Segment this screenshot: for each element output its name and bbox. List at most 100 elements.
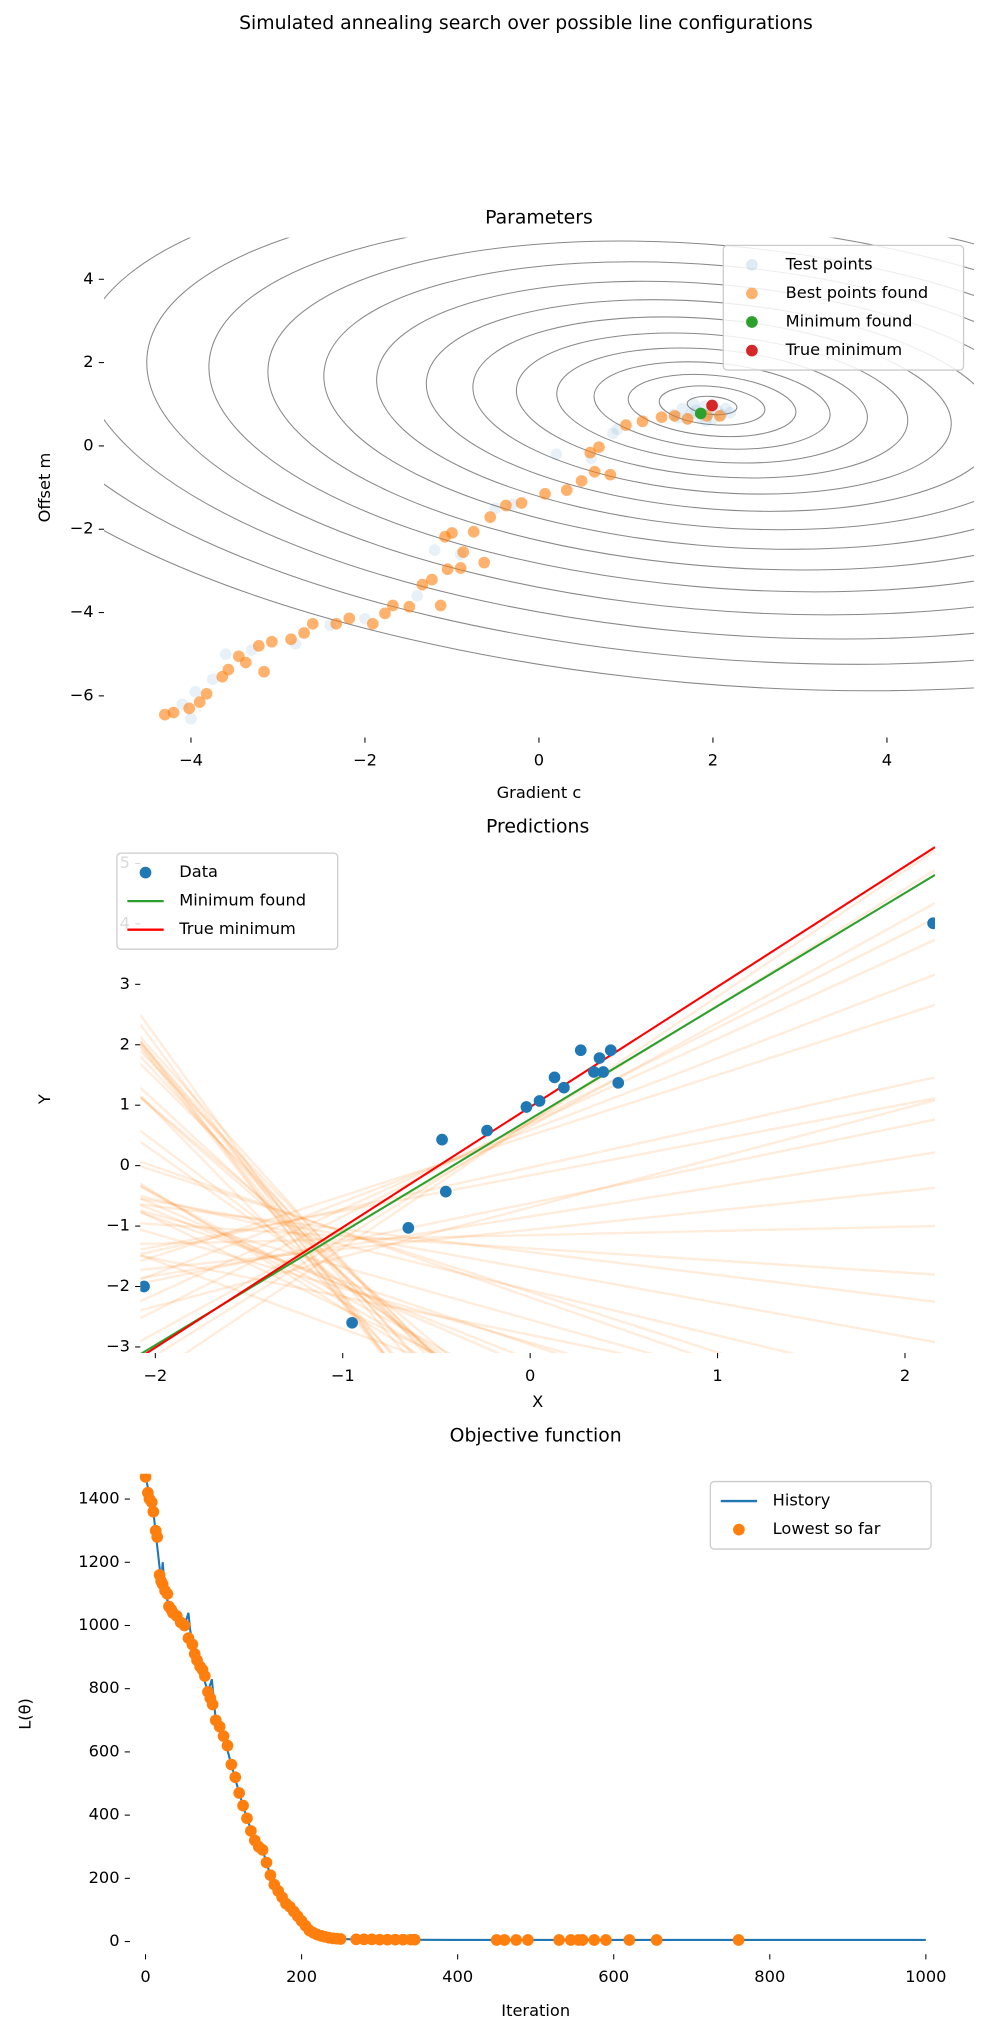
- candidate-line: [140, 1253, 413, 1354]
- candidate-line: [140, 1185, 436, 1354]
- contour: [103, 237, 974, 665]
- candidate-line: [140, 1203, 517, 1354]
- point: [588, 1066, 600, 1078]
- x-axis-label: Iteration: [501, 2001, 570, 2020]
- point: [520, 1101, 533, 1113]
- x-tick-label: 0: [534, 750, 544, 769]
- y-tick-label: 2: [83, 352, 93, 371]
- point: [426, 573, 438, 586]
- candidate-line: [140, 1040, 413, 1354]
- x-axis-label: X: [532, 1392, 543, 1411]
- point: [178, 1619, 191, 1632]
- point: [185, 712, 197, 725]
- x-axis-label: Gradient c: [497, 783, 582, 802]
- point: [593, 441, 605, 454]
- plot-area: [139, 1473, 926, 1946]
- point: [481, 1124, 493, 1137]
- point: [346, 1316, 358, 1329]
- point: [560, 484, 573, 496]
- point: [498, 1934, 511, 1946]
- candidate-line: [140, 1062, 435, 1354]
- x-tick-label: 1000: [905, 1967, 946, 1986]
- legend-marker: [746, 287, 758, 300]
- point: [676, 402, 689, 415]
- candidate-line: [140, 1003, 935, 1263]
- contour: [425, 299, 974, 512]
- x-tick-label: −2: [143, 1366, 167, 1385]
- point: [553, 1934, 565, 1946]
- x-tick-label: 4: [882, 750, 892, 769]
- legend-box: [116, 852, 339, 950]
- point: [366, 617, 379, 630]
- legend: History Lowest so far: [709, 1480, 932, 1550]
- point: [694, 407, 707, 420]
- candidate-line: [140, 1222, 935, 1276]
- contour: [627, 373, 797, 438]
- point: [576, 1934, 589, 1946]
- point: [217, 1730, 230, 1742]
- point: [522, 1934, 534, 1946]
- candidate-line: [140, 1046, 386, 1354]
- y-tick-label: −1: [106, 1216, 130, 1235]
- point: [500, 499, 512, 512]
- candidate-line: [140, 1182, 418, 1354]
- point: [379, 607, 391, 620]
- x-tick-label: 600: [598, 1967, 629, 1986]
- point: [285, 633, 297, 646]
- point: [213, 1720, 226, 1733]
- legend: Data Minimum found True minimum: [116, 852, 339, 950]
- contour: [208, 237, 974, 593]
- candidate-line: [140, 1254, 626, 1354]
- candidate-line: [140, 1096, 436, 1354]
- point: [620, 419, 632, 431]
- point: [436, 1133, 448, 1146]
- candidate-line: [140, 1095, 448, 1354]
- candidate-line: [140, 1055, 415, 1354]
- point: [186, 1638, 199, 1651]
- legend-label: Best points found: [786, 283, 929, 302]
- x-tick-label: 0: [140, 1967, 150, 1986]
- point: [515, 497, 528, 509]
- candidate-line: [140, 917, 935, 1320]
- point: [732, 1934, 745, 1946]
- point: [539, 487, 551, 500]
- point: [402, 1222, 415, 1234]
- point: [575, 475, 588, 487]
- point: [548, 1071, 561, 1084]
- x-tick-label: −2: [353, 750, 377, 769]
- candidate-line: [140, 1095, 395, 1354]
- plot-area: [140, 846, 935, 1354]
- point: [264, 1869, 277, 1882]
- candidate-line: [140, 1186, 935, 1272]
- y-tick-label: 2: [120, 1034, 130, 1053]
- candidate-line: [140, 1194, 796, 1354]
- legend-box: [722, 244, 965, 371]
- point: [219, 648, 232, 661]
- legend-label: History: [773, 1491, 831, 1510]
- point: [147, 1505, 160, 1518]
- point: [222, 663, 235, 676]
- subplot-title: Predictions: [486, 817, 589, 838]
- point: [221, 1739, 234, 1752]
- candidate-line: [140, 973, 935, 1281]
- contour: [103, 237, 974, 692]
- subplot-title: Objective function: [450, 1426, 622, 1447]
- candidate-line: [140, 1036, 426, 1354]
- point: [706, 399, 718, 412]
- x-tick-label: 2: [900, 1366, 910, 1385]
- point: [330, 617, 343, 630]
- point: [604, 1044, 617, 1057]
- candidate-line: [140, 1023, 385, 1354]
- candidate-line: [140, 1165, 724, 1354]
- point: [439, 1185, 452, 1198]
- point: [597, 1066, 610, 1078]
- figure-title: Simulated annealing search over possible…: [239, 13, 813, 34]
- point: [457, 546, 470, 558]
- point: [206, 1698, 219, 1711]
- point: [655, 411, 668, 424]
- point: [668, 410, 681, 422]
- point: [298, 627, 310, 639]
- candidate-line: [140, 1209, 653, 1354]
- candidate-line: [140, 1197, 501, 1354]
